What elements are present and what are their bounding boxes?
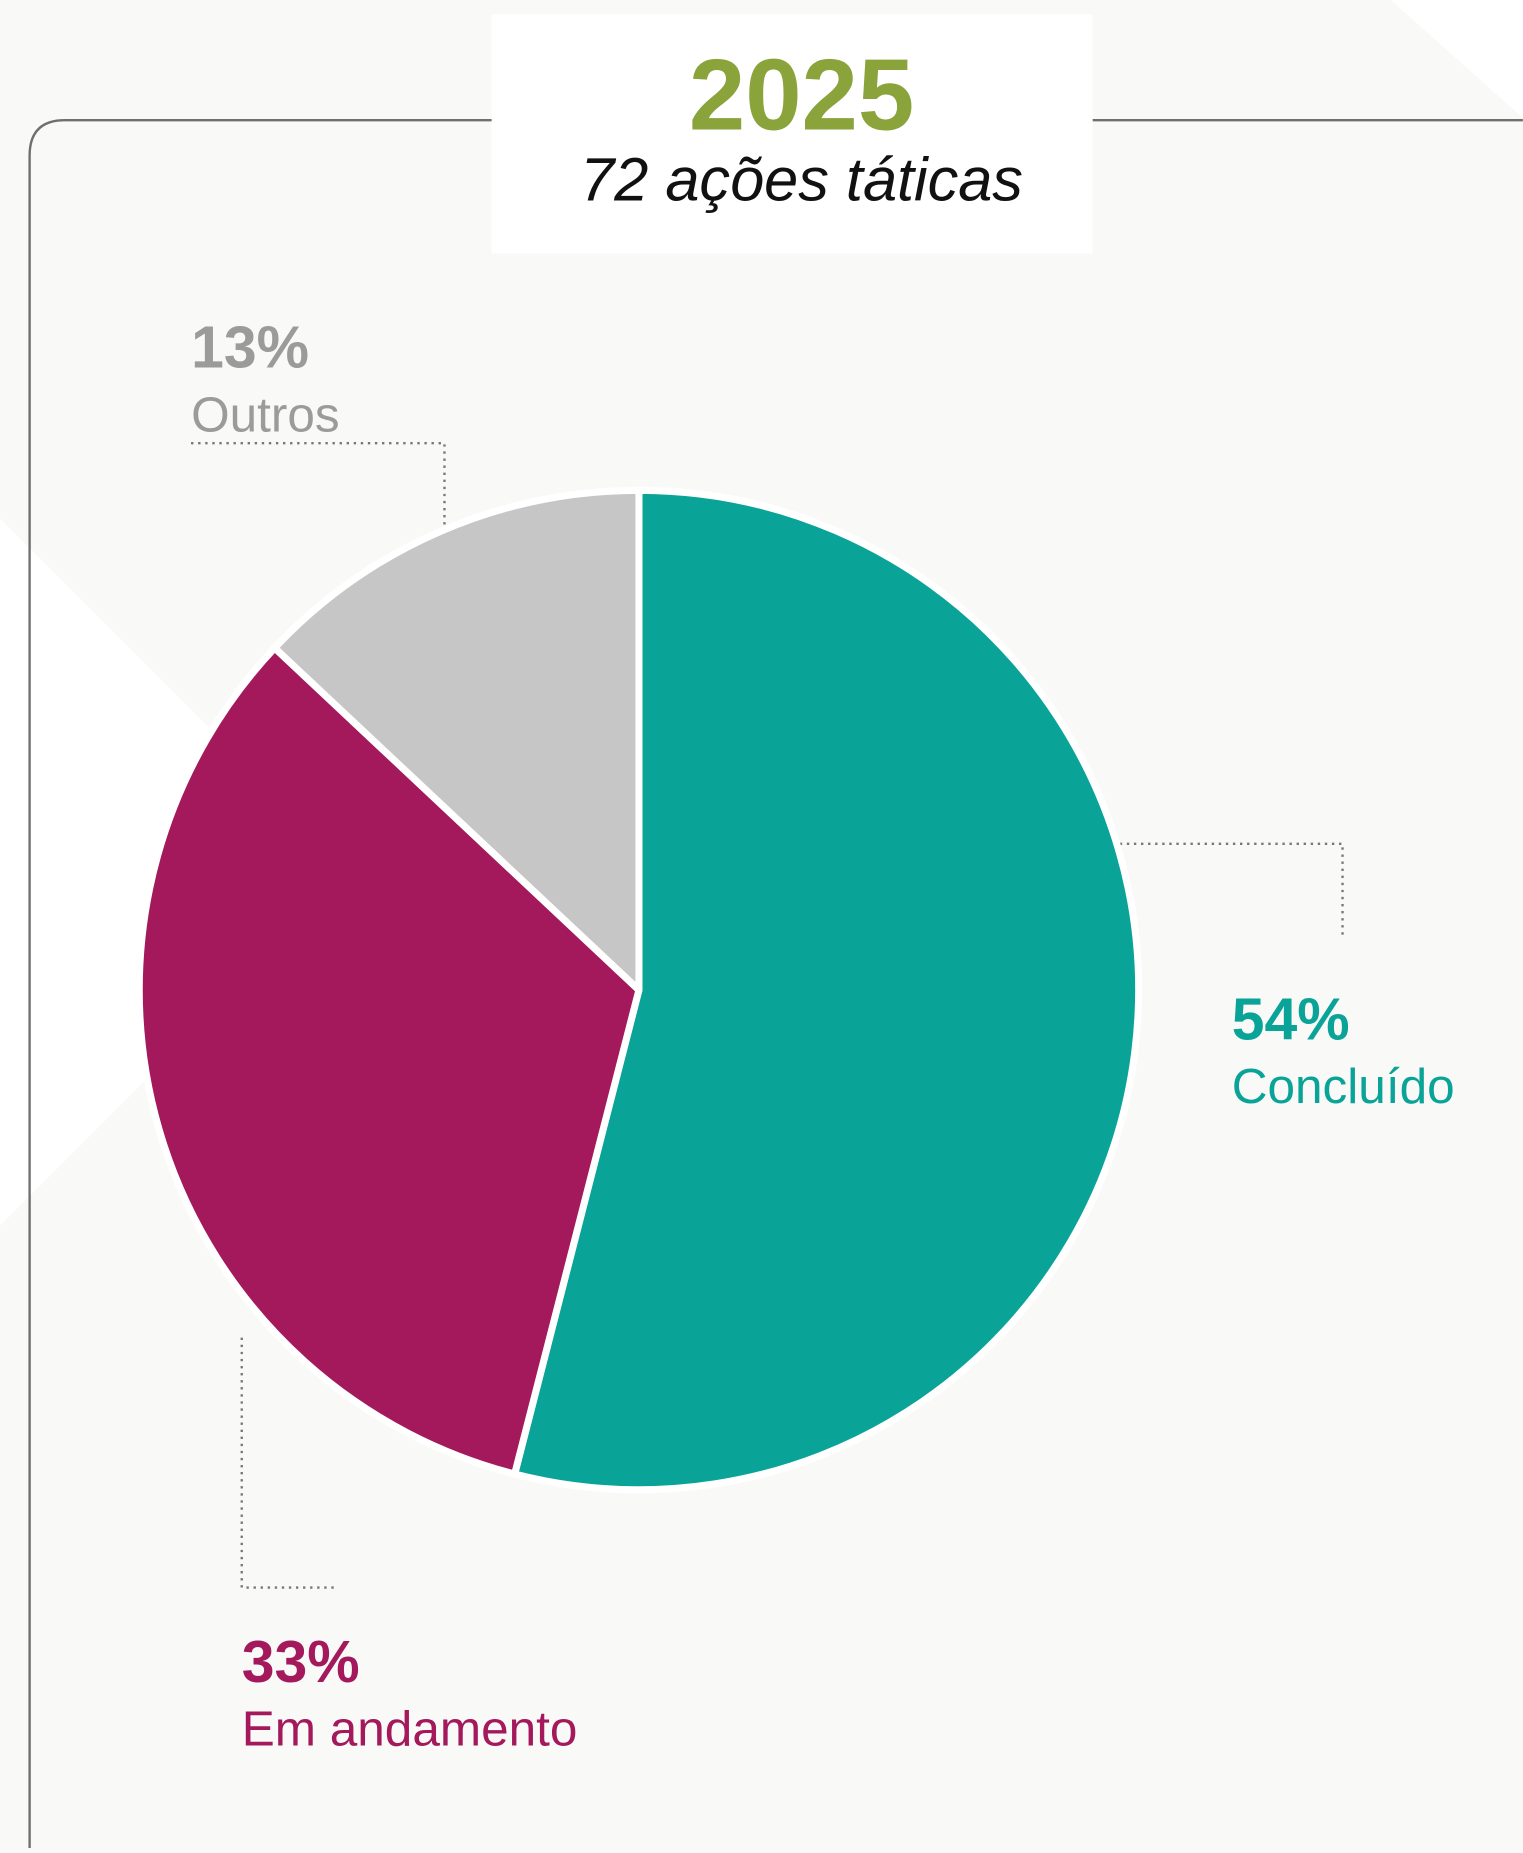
title-box (491, 14, 1093, 254)
leader-line (240, 1337, 337, 1589)
leader-line (191, 441, 446, 531)
category-label: Em andamento (242, 1701, 578, 1756)
category-label: Outros (191, 387, 340, 442)
pie-slice (511, 486, 1143, 1494)
value-label: 13% (191, 316, 309, 381)
chart-subtitle: 72 ações táticas (580, 145, 1023, 213)
category-label: Concluído (1232, 1059, 1455, 1114)
value-label: 33% (242, 1630, 360, 1695)
pie-slice (135, 644, 643, 1478)
leaders (191, 441, 1344, 1589)
leader-line (1119, 842, 1344, 937)
chart-title: 2025 (689, 39, 914, 152)
frame (28, 119, 1523, 1848)
pie-slice (271, 486, 643, 994)
decor (1390, 0, 1523, 118)
value-label: 54% (1232, 988, 1350, 1053)
